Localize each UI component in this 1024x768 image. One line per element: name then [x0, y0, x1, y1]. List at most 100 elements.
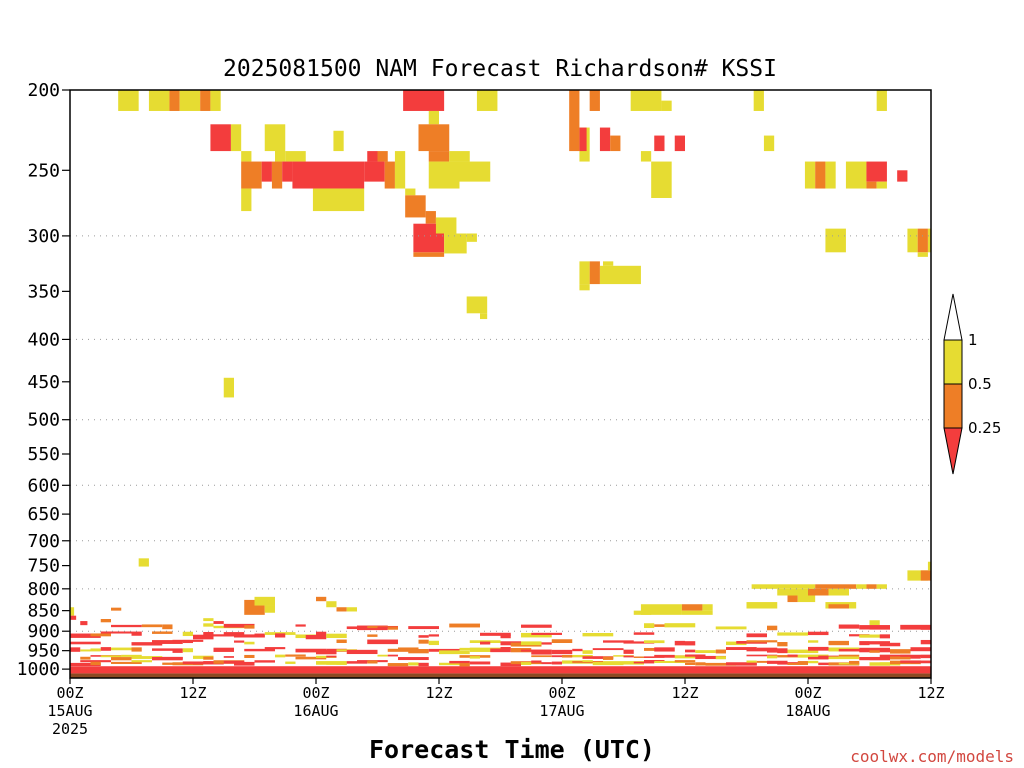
ri-cell	[681, 610, 713, 615]
ri-cell	[879, 642, 901, 647]
ri-cell	[582, 650, 593, 654]
ri-cell	[879, 654, 911, 658]
ri-cell	[869, 656, 890, 661]
ri-cell	[469, 647, 501, 652]
ri-cell	[661, 100, 672, 111]
ri-cell	[695, 662, 706, 666]
ri-cell	[162, 656, 183, 660]
ri-cell	[490, 648, 511, 653]
ri-cell	[100, 619, 111, 623]
ri-cell	[210, 124, 231, 152]
ri-cell	[633, 632, 655, 635]
ri-cell	[746, 633, 767, 638]
ri-cell	[162, 662, 173, 665]
ri-cell	[869, 620, 880, 626]
y-tick-label: 700	[27, 531, 60, 552]
ri-cell	[640, 151, 652, 162]
ri-cell	[787, 654, 798, 657]
ri-cell	[333, 130, 344, 152]
y-tick-label: 800	[27, 579, 60, 600]
ri-cell	[70, 666, 931, 674]
ri-cell	[828, 604, 849, 609]
ri-cell	[316, 631, 327, 636]
ri-cell	[138, 558, 149, 567]
ri-cell	[152, 631, 173, 634]
ri-cell	[897, 170, 908, 182]
ri-cell	[213, 621, 224, 624]
ri-cell	[305, 634, 327, 640]
ri-cell	[428, 151, 450, 162]
ri-cell	[787, 595, 798, 603]
ri-cell	[572, 648, 583, 652]
ri-cell	[193, 634, 214, 640]
y-tick-label: 400	[27, 329, 60, 350]
ri-cell	[408, 662, 419, 666]
ri-cell	[500, 662, 521, 667]
ri-cell	[828, 640, 849, 646]
ri-cell	[384, 161, 395, 189]
ri-cell	[917, 252, 928, 257]
x-tick-label: 12Z	[671, 684, 698, 702]
ri-cell	[90, 661, 101, 666]
ri-cell	[859, 647, 890, 653]
ri-cell	[876, 90, 887, 111]
ri-cell	[254, 596, 275, 606]
ri-cell	[326, 601, 337, 608]
grid-lines	[70, 235, 931, 632]
ri-cell	[599, 127, 611, 152]
ri-cell	[121, 654, 142, 657]
ri-cell	[428, 648, 460, 652]
ri-cell	[685, 662, 696, 665]
ri-cell	[80, 660, 111, 663]
ri-cell	[825, 228, 846, 253]
ri-cell	[859, 641, 870, 646]
ri-cell	[336, 661, 347, 665]
ri-cell	[582, 660, 593, 662]
ri-cell	[521, 624, 552, 628]
ri-cell	[162, 624, 173, 630]
ri-cell	[428, 110, 439, 125]
ri-cell	[148, 90, 170, 111]
ri-cell	[312, 188, 365, 212]
ri-cell	[131, 656, 163, 659]
ri-cell	[531, 632, 562, 635]
ri-cell	[674, 660, 696, 663]
chart-title: 2025081500 NAM Forecast Richardson# KSSI	[223, 56, 777, 82]
ri-cell	[849, 660, 860, 664]
ri-cell	[476, 90, 498, 111]
ri-cell	[275, 633, 286, 638]
ri-cell	[179, 90, 201, 111]
legend-colorbar: 1 0.5 0.25	[943, 293, 1001, 475]
ri-cell	[890, 656, 911, 660]
y-tick-label: 950	[27, 641, 60, 662]
ri-cell	[746, 640, 778, 643]
ri-cell	[80, 649, 91, 652]
x-tick-label: 00Z	[302, 684, 329, 702]
ri-cell	[182, 639, 193, 644]
ri-cell	[418, 635, 429, 638]
ri-cell	[387, 663, 409, 667]
legend-arrow-top	[943, 293, 963, 341]
ri-cell	[367, 634, 378, 637]
ri-cell	[644, 623, 655, 629]
ri-cell	[131, 642, 163, 646]
x-tick-label: 16AUG	[293, 702, 338, 720]
ri-cell	[418, 639, 429, 644]
ri-cell	[890, 649, 911, 654]
y-tick-label: 300	[27, 226, 60, 247]
ri-cell	[541, 662, 552, 665]
ri-cell	[633, 661, 655, 664]
x-tick-label: 12Z	[917, 684, 944, 702]
ri-cell	[859, 634, 890, 638]
y-tick-label: 650	[27, 504, 60, 525]
ri-cell	[777, 632, 808, 636]
ri-cell	[910, 647, 931, 652]
ri-cell	[640, 604, 682, 615]
ri-cell	[500, 646, 511, 650]
ri-cell	[244, 662, 255, 665]
x-tick-label: 12Z	[425, 684, 452, 702]
ri-cell	[439, 662, 470, 666]
ri-cell	[866, 584, 877, 589]
ri-cell	[428, 634, 439, 637]
ri-cell	[244, 648, 275, 652]
